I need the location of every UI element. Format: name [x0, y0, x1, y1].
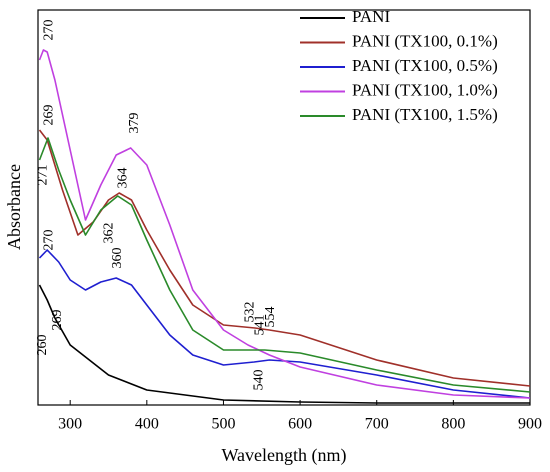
legend-label: PANI (TX100, 0.5%): [352, 56, 498, 75]
x-axis-label: Wavelength (nm): [221, 445, 346, 466]
peak-label: 270: [42, 20, 57, 41]
legend-label: PANI (TX100, 1.0%): [352, 80, 498, 99]
legend-label: PANI (TX100, 1.5%): [352, 105, 498, 124]
peak-label: 379: [127, 113, 142, 134]
series-line: [38, 137, 531, 393]
x-tick-label: 400: [135, 416, 159, 433]
series-line: [38, 284, 530, 404]
peak-label: 532: [242, 302, 257, 323]
y-axis-label: Absorbance: [4, 164, 24, 250]
peak-label: 270: [42, 230, 57, 251]
x-tick-label: 300: [58, 416, 82, 433]
x-tick-label: 700: [365, 416, 389, 433]
legend-label: PANI (TX100, 0.1%): [352, 31, 498, 50]
peak-label: 554: [263, 307, 278, 328]
x-tick-label: 800: [441, 416, 465, 433]
series-line: [38, 49, 531, 399]
plot-frame: [37, 9, 531, 406]
peak-label: 271: [36, 165, 51, 186]
peak-label: 540: [252, 370, 267, 391]
peak-label: 269: [42, 105, 57, 126]
series-line: [38, 249, 531, 399]
x-tick-label: 500: [211, 416, 235, 433]
x-tick-label: 900: [518, 416, 542, 433]
peak-label: 541: [252, 315, 267, 336]
legend-label: PANI: [352, 7, 390, 26]
x-tick-label: 600: [288, 416, 312, 433]
peak-label: 364: [115, 168, 130, 189]
peak-label: 260: [35, 335, 50, 356]
series-line: [38, 129, 531, 387]
peak-label: 362: [101, 223, 116, 244]
peak-label: 360: [110, 248, 125, 269]
peak-label: 269: [50, 310, 65, 331]
